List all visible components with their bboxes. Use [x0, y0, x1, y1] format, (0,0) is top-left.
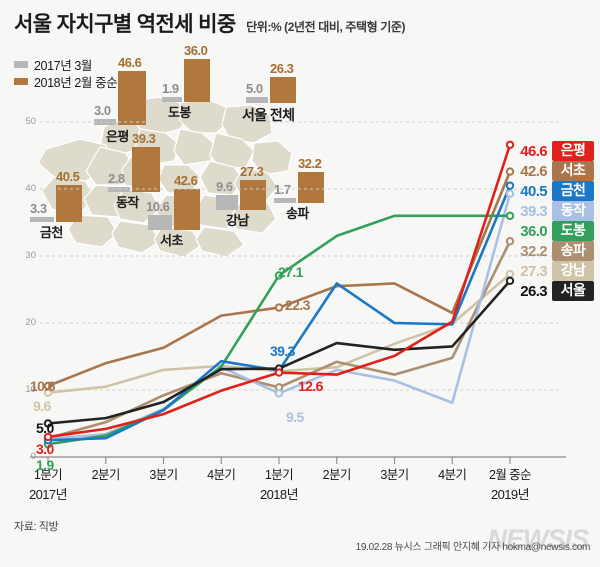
series-marker-서울: [43, 419, 53, 428]
legend-chip-송파: 송파: [552, 241, 594, 261]
bar-legend-item-2018: 2018년 2월 중순: [14, 73, 118, 90]
x-tick-5: 2분기: [322, 468, 352, 482]
series-line-동작: [46, 192, 512, 441]
x-tick-0: 1분기: [33, 468, 63, 482]
legend-item-송파[interactable]: 32.2 송파: [505, 241, 594, 261]
x-tick-4: 1분기: [264, 468, 294, 482]
legend-value-서초: 42.6: [520, 162, 547, 180]
legend-chip-은평: 은평: [552, 141, 594, 161]
series-marker-금천: [505, 181, 515, 190]
point-label-geumcheon-2018q1: 39.3: [270, 343, 295, 359]
series-marker-송파: [505, 237, 515, 246]
header: 서울 자치구별 역전세 비중 단위:% (2년전 대비, 주택형 기준): [14, 8, 590, 42]
legend-value-도봉: 36.0: [520, 222, 547, 240]
page-subtitle: 단위:% (2년전 대비, 주택형 기준): [246, 20, 406, 34]
series-marker-동작: [505, 189, 515, 198]
legend-value-은평: 46.6: [520, 142, 547, 160]
credit-line: 19.02.28 뉴시스 그래픽 안지혜 기자 hokma@newsis.com: [355, 542, 591, 553]
bar-legend: 2017년 3월 2018년 2월 중순: [14, 56, 118, 90]
series-marker-은평: [274, 368, 284, 377]
series-marker-서초: [43, 381, 53, 391]
series-marker-도봉: [274, 271, 284, 280]
series-markers: [43, 140, 515, 449]
legend-chip-서초: 서초: [552, 161, 594, 181]
y-tick-30: 30: [25, 250, 36, 261]
x-tick-8: 2월 중순: [489, 468, 532, 482]
legend-item-도봉[interactable]: 36.0 도봉: [505, 221, 594, 241]
legend-item-은평[interactable]: 46.6 은평: [505, 141, 594, 161]
source-note: 자료: 직방: [14, 521, 59, 533]
axis-tick-marks: [47, 457, 511, 464]
x-tick-1: 2분기: [91, 468, 121, 482]
x-tick-6: 3분기: [380, 468, 409, 482]
legend-swatch-gray: [14, 61, 28, 68]
x-tick-2: 3분기: [149, 468, 178, 482]
series-marker-동작: [274, 389, 284, 398]
legend-value-강남: 27.3: [520, 262, 547, 280]
series-line-금천: [46, 184, 512, 442]
series-marker-서울: [505, 276, 515, 285]
legend-chip-도봉: 도봉: [552, 221, 594, 241]
bar-legend-item-2017: 2017년 3월: [14, 56, 117, 73]
point-label-seocho-start: 10.6: [30, 378, 55, 394]
point-label-gangnam-start: 9.6: [33, 398, 51, 414]
point-label-seocho-2018q1: 22.3: [285, 297, 310, 313]
legend-item-동작[interactable]: 39.3 동작: [505, 201, 594, 221]
x-year-label-2017년: 2017년: [29, 487, 67, 502]
point-label-dongjak-2018q1: 9.5: [286, 409, 304, 425]
x-tick-3: 4분기: [207, 468, 236, 482]
y-tick-10: 10: [25, 384, 36, 395]
bar-legend-label-2017: 2017년 3월: [34, 59, 93, 73]
legend-item-서울[interactable]: 26.3 서울: [505, 281, 594, 301]
y-tick-40: 40: [25, 183, 36, 194]
legend-item-강남[interactable]: 27.3 강남: [505, 261, 594, 281]
x-year-label-2019년: 2019년: [491, 487, 529, 502]
series-marker-은평: [505, 140, 515, 149]
legend-chip-동작: 동작: [552, 201, 594, 221]
series-marker-은평: [43, 432, 53, 442]
legend-swatch-brown: [14, 78, 28, 85]
series-marker-서초: [505, 167, 515, 176]
y-tick-50: 50: [25, 116, 36, 127]
legend-value-서울: 26.3: [520, 282, 547, 300]
point-label-dobong-2018q1: 27.1: [278, 264, 303, 280]
series-marker-서초: [274, 303, 284, 312]
point-label-dobong-start: 1.9: [36, 457, 54, 473]
legend-chip-강남: 강남: [552, 261, 594, 281]
series-lines: [46, 143, 512, 446]
y-tick-0: 0: [30, 451, 36, 462]
point-label-eunpyeong-2018q1: 12.6: [298, 378, 323, 394]
point-label-eunpyeong-start: 3.0: [36, 441, 54, 457]
legend-item-금천[interactable]: 40.5 금천: [505, 181, 594, 201]
page-title: 서울 자치구별 역전세 비중: [14, 13, 236, 36]
bar-legend-label-2018: 2018년 2월 중순: [34, 76, 118, 90]
legend-value-송파: 32.2: [520, 242, 547, 260]
legend-value-동작: 39.3: [520, 202, 547, 220]
y-tick-20: 20: [25, 317, 36, 328]
legend-item-서초[interactable]: 42.6 서초: [505, 161, 594, 181]
x-tick-7: 4분기: [438, 468, 467, 482]
legend-value-금천: 40.5: [520, 182, 547, 200]
x-year-label-2018년: 2018년: [260, 487, 298, 502]
series-line-도봉: [46, 214, 512, 446]
series-marker-도봉: [505, 211, 515, 221]
legend-chip-서울: 서울: [552, 281, 594, 301]
legend-chip-금천: 금천: [552, 181, 594, 201]
point-label-seoul-start: 5.0: [36, 420, 54, 436]
